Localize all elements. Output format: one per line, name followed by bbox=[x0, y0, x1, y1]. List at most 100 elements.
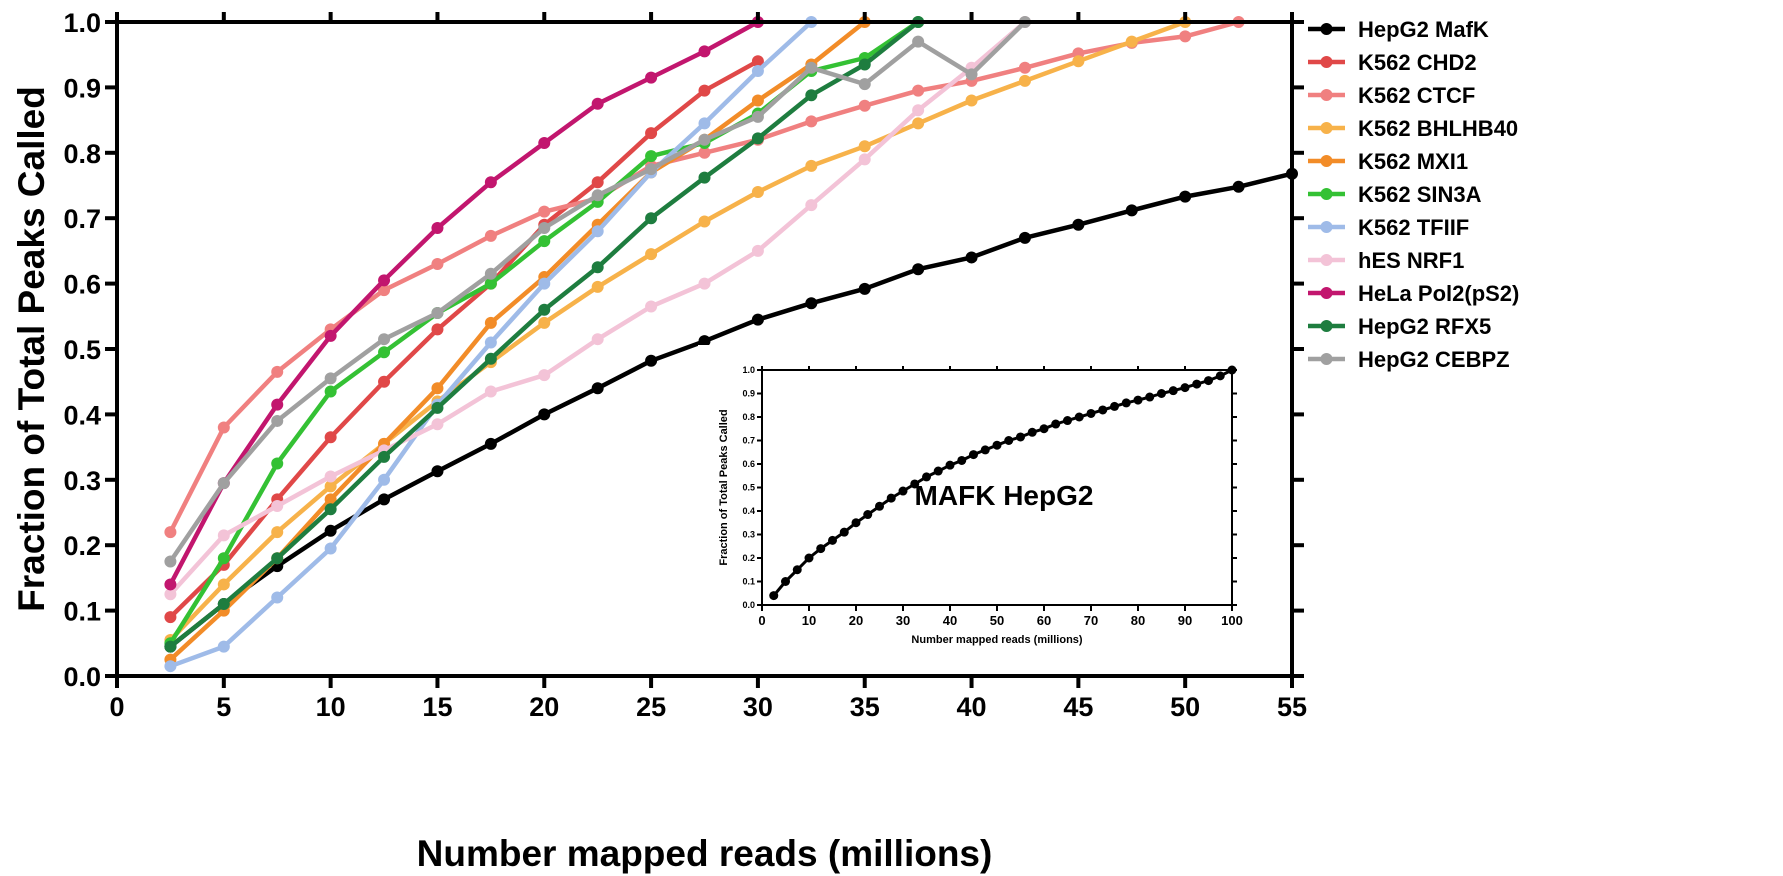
legend-label: K562 CTCF bbox=[1358, 83, 1475, 108]
legend-swatch-marker bbox=[1320, 254, 1333, 266]
inset-data-point bbox=[1074, 412, 1084, 422]
inset-data-point bbox=[792, 565, 802, 575]
inset-data-point bbox=[816, 544, 826, 554]
legend-item-k562-tfiif: K562 TFIIF bbox=[1308, 215, 1469, 240]
inset-y-tick-label: 0.3 bbox=[742, 530, 755, 540]
data-point bbox=[591, 225, 604, 238]
data-point bbox=[324, 372, 337, 385]
inset-data-point bbox=[1098, 405, 1108, 415]
data-point bbox=[1072, 55, 1085, 68]
inset-y-tick-label: 0.0 bbox=[742, 600, 755, 610]
inset-data-point bbox=[804, 553, 814, 563]
inset-y-tick-label: 0.8 bbox=[742, 412, 755, 422]
data-point bbox=[751, 110, 764, 123]
inset-x-tick-label: 40 bbox=[943, 613, 957, 628]
legend-swatch-marker bbox=[1320, 188, 1333, 200]
x-tick-label: 55 bbox=[1277, 692, 1307, 722]
legend-swatch-marker bbox=[1320, 287, 1333, 299]
data-point bbox=[324, 493, 337, 506]
legend-label: HeLa Pol2(pS2) bbox=[1358, 281, 1519, 306]
x-tick-label: 50 bbox=[1170, 692, 1200, 722]
data-point bbox=[751, 65, 764, 78]
data-point bbox=[645, 354, 658, 367]
inset-series-line bbox=[772, 368, 1233, 597]
data-point bbox=[591, 176, 604, 189]
data-point bbox=[271, 499, 284, 512]
data-point bbox=[431, 222, 444, 235]
data-point bbox=[1125, 204, 1138, 217]
series-line-k562-bhlhb40 bbox=[168, 19, 1186, 642]
legend-item-hepg2-rfx5: HepG2 RFX5 bbox=[1308, 314, 1491, 339]
data-point bbox=[217, 529, 230, 542]
data-point bbox=[645, 127, 658, 140]
inset-data-point bbox=[1192, 379, 1202, 389]
inset-y-tick-label: 0.7 bbox=[742, 436, 755, 446]
inset-x-tick-label: 0 bbox=[758, 613, 765, 628]
legend-swatch-marker bbox=[1320, 23, 1333, 35]
y-tick-label: 0.3 bbox=[63, 466, 101, 496]
data-point bbox=[751, 313, 764, 326]
data-point bbox=[805, 297, 818, 310]
inset-plot: 0 10 20 30 40 50 60 70 80 90 100 0.0 0.1 0.2 0.3 0.4 0.5… bbox=[698, 345, 1252, 663]
data-point bbox=[591, 97, 604, 110]
inset-x-tick-label: 10 bbox=[802, 613, 816, 628]
data-point bbox=[484, 176, 497, 189]
series-hepg2-cebpz bbox=[164, 16, 1031, 568]
legend-item-k562-ctcf: K562 CTCF bbox=[1308, 83, 1475, 108]
data-point bbox=[1018, 61, 1031, 74]
data-point bbox=[965, 68, 978, 81]
inset-data-point bbox=[969, 450, 978, 460]
data-point bbox=[805, 89, 818, 102]
data-point bbox=[217, 640, 230, 653]
inset-data-point bbox=[1016, 432, 1025, 442]
data-point bbox=[912, 104, 925, 117]
inset-data-point bbox=[1086, 408, 1096, 418]
inset-data-point bbox=[1051, 419, 1061, 429]
data-point bbox=[858, 58, 871, 71]
data-point bbox=[698, 277, 711, 290]
inset-data-point bbox=[933, 466, 943, 476]
y-axis-label: Fraction of Total Peaks Called bbox=[11, 86, 52, 612]
legend-label: K562 SIN3A bbox=[1358, 182, 1482, 207]
inset-y-tick-label: 0.2 bbox=[742, 553, 755, 563]
inset-y-tick-label: 0.5 bbox=[742, 483, 755, 493]
data-point bbox=[324, 503, 337, 516]
x-tick-label: 20 bbox=[529, 692, 559, 722]
y-tick-label: 0.1 bbox=[63, 597, 101, 627]
data-point bbox=[484, 229, 497, 242]
data-point bbox=[378, 346, 391, 359]
inset-y-tick-label: 0.4 bbox=[742, 506, 755, 516]
legend-label: K562 MXI1 bbox=[1358, 149, 1468, 174]
data-point bbox=[591, 333, 604, 346]
data-point bbox=[484, 437, 497, 450]
inset-data-point bbox=[898, 486, 908, 496]
legend-item-k562-mxi1: K562 MXI1 bbox=[1308, 149, 1468, 174]
data-point bbox=[698, 117, 711, 130]
data-point bbox=[431, 323, 444, 336]
inset-data-point bbox=[980, 445, 990, 455]
data-point bbox=[645, 300, 658, 313]
inset-y-tick-label: 1.0 bbox=[742, 365, 755, 375]
legend-item-k562-bhlhb40: K562 BHLHB40 bbox=[1308, 116, 1518, 141]
inset-data-point bbox=[839, 527, 849, 537]
inset-data-point bbox=[992, 440, 1002, 450]
legend-swatch-marker bbox=[1320, 56, 1333, 68]
data-point bbox=[538, 369, 551, 382]
main-plot: 0 5 10 15 20 25 30 35 40 45 50 55 0.0 0.1 0.2 0.3 0.4 0.5… bbox=[11, 8, 1307, 874]
legend-item-hela-pol2-ps2: HeLa Pol2(pS2) bbox=[1308, 281, 1519, 306]
inset-x-tick-label: 60 bbox=[1037, 613, 1051, 628]
data-point bbox=[324, 470, 337, 483]
inset-x-tick-label: 70 bbox=[1084, 613, 1098, 628]
data-point bbox=[645, 71, 658, 84]
inset-annotation: MAFK HepG2 bbox=[915, 480, 1094, 511]
y-tick-label: 0.9 bbox=[63, 73, 101, 103]
inset-data-point bbox=[1180, 383, 1190, 393]
data-point bbox=[324, 480, 337, 493]
y-tick-label: 0.2 bbox=[63, 531, 101, 561]
data-point bbox=[912, 263, 925, 276]
data-point bbox=[805, 199, 818, 212]
inset-data-point bbox=[851, 518, 861, 528]
legend-item-hepg2-mafk: HepG2 MafK bbox=[1308, 17, 1489, 42]
x-tick-label: 5 bbox=[216, 692, 231, 722]
